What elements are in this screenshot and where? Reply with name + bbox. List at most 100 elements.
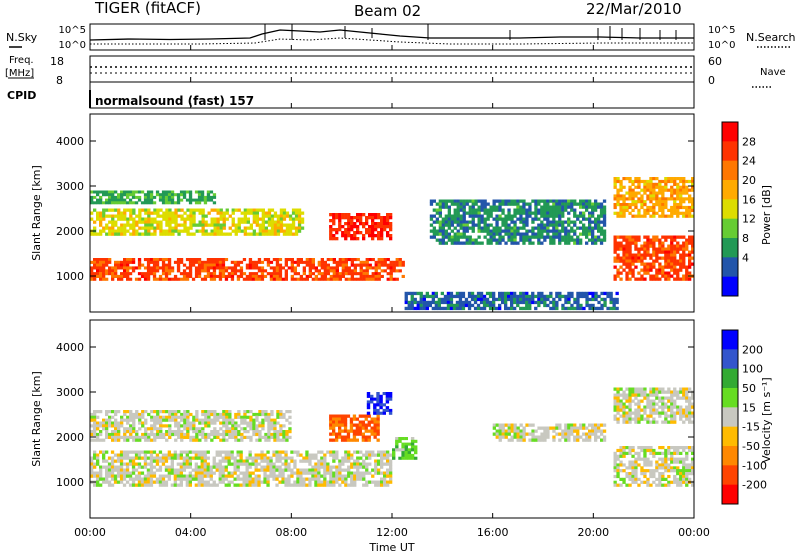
heatmap-cell (158, 474, 163, 478)
heatmap-cell (183, 427, 187, 431)
heatmap-cell (398, 439, 402, 443)
heatmap-cell (245, 480, 249, 484)
heatmap-cell (453, 226, 457, 230)
heatmap-cell (218, 269, 223, 273)
heatmap-cell (290, 459, 294, 463)
heatmap-cell (99, 258, 103, 262)
heatmap-cell (622, 480, 626, 484)
heatmap-cell (197, 453, 201, 457)
heatmap-cell (365, 471, 369, 475)
heatmap-cell (534, 202, 538, 206)
heatmap-cell (264, 438, 268, 442)
heatmap-cell (628, 235, 632, 239)
heatmap-cell (198, 438, 202, 442)
heatmap-cell (453, 202, 457, 206)
heatmap-cell (691, 469, 695, 473)
heatmap-cell (212, 272, 217, 276)
heatmap-cell (594, 241, 598, 245)
heatmap-cell (305, 260, 309, 264)
heatmap-cell (323, 269, 327, 273)
heatmap-cell (414, 456, 418, 460)
heatmap-cell (258, 217, 262, 221)
heatmap-cell (679, 480, 683, 484)
heatmap-cell (285, 229, 290, 233)
heatmap-cell (153, 435, 157, 439)
heatmap-cell (353, 480, 357, 484)
heatmap-cell (338, 459, 342, 463)
heatmap-cell (117, 263, 121, 267)
heatmap-cell (416, 303, 420, 308)
heatmap-cell (471, 208, 475, 212)
heatmap-cell (655, 235, 659, 239)
heatmap-cell (359, 260, 363, 264)
heatmap-cell (203, 274, 208, 278)
heatmap-cell (156, 412, 160, 417)
heatmap-cell (140, 477, 145, 481)
heatmap-cell (285, 211, 290, 215)
heatmap-cell (628, 483, 632, 487)
heatmap-cell (510, 303, 514, 308)
heatmap-cell (519, 432, 523, 436)
heatmap-cell (516, 208, 520, 212)
heatmap-cell (146, 272, 151, 276)
heatmap-cell (249, 427, 253, 431)
heatmap-cell (459, 199, 463, 203)
heatmap-cell (561, 214, 565, 218)
heatmap-cell (185, 266, 190, 270)
heatmap-cell (156, 410, 160, 414)
heatmap-cell (344, 260, 348, 264)
heatmap-cell (248, 450, 252, 454)
heatmap-cell (555, 202, 559, 206)
heatmap-cell (373, 429, 377, 433)
heatmap-cell (649, 265, 653, 269)
heatmap-cell (147, 211, 151, 215)
heatmap-cell (603, 297, 607, 302)
heatmap-cell (483, 229, 487, 233)
heatmap-cell (573, 199, 577, 203)
heatmap-cell (558, 423, 562, 427)
heatmap-cell (613, 451, 617, 455)
heatmap-cell (186, 232, 190, 236)
heatmap-cell (344, 263, 348, 267)
heatmap-cell (570, 291, 574, 296)
heatmap-cell (191, 468, 195, 472)
heatmap-cell (449, 306, 454, 311)
heatmap-cell (673, 469, 677, 473)
heatmap-cell (123, 208, 127, 212)
heatmap-cell (652, 244, 656, 248)
heatmap-cell (585, 229, 589, 233)
heatmap-cell (159, 208, 163, 212)
heatmap-cell (377, 459, 381, 463)
heatmap-cell (561, 202, 565, 206)
heatmap-cell (248, 274, 253, 278)
frequency-panel: Freq. [MHz] 18 8 Nave 60 0 (5, 55, 786, 88)
heatmap-cell (218, 480, 222, 484)
heatmap-cell (456, 205, 460, 209)
heatmap-cell (655, 477, 659, 481)
heatmap-cell (594, 429, 598, 433)
heatmap-cell (149, 477, 154, 481)
heatmap-cell (269, 471, 273, 475)
heatmap-cell (389, 228, 393, 232)
heatmap-cell (461, 294, 466, 299)
heatmap-cell (195, 435, 199, 439)
heatmap-cell (242, 277, 247, 281)
heatmap-cell (483, 235, 487, 239)
heatmap-cell (447, 220, 451, 224)
heatmap-cell (105, 459, 109, 463)
heatmap-cell (613, 387, 617, 391)
heatmap-cell (522, 429, 526, 433)
heatmap-cell (382, 411, 386, 415)
heatmap-cell (314, 471, 318, 475)
heatmap-cell (284, 480, 288, 484)
heatmap-cell (661, 256, 665, 260)
heatmap-cell (171, 410, 175, 414)
heatmap-cell (664, 277, 668, 281)
heatmap-cell (131, 471, 136, 475)
heatmap-cell (450, 217, 454, 221)
heatmap-cell (329, 225, 333, 229)
heatmap-cell (171, 211, 175, 215)
heatmap-cell (102, 201, 106, 205)
heatmap-cell (585, 438, 589, 442)
heatmap-cell (128, 198, 133, 202)
